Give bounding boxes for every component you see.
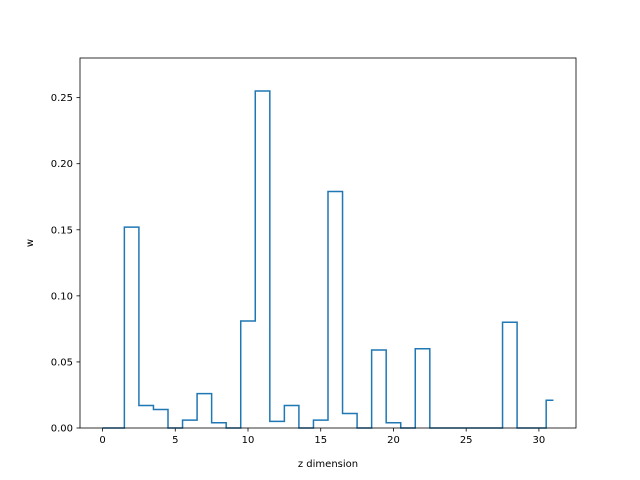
x-tick-label: 15 [314,435,327,446]
x-tick-label: 25 [460,435,473,446]
plot-frame [79,57,577,429]
y-tick-label: 0.15 [51,225,73,236]
x-axis-ticks: 0 5 10 15 20 25 30 [99,428,545,446]
y-tick-label: 0.05 [51,357,73,368]
y-axis-label: w [25,239,36,247]
x-tick-label: 30 [533,435,546,446]
x-tick-label: 0 [99,435,105,446]
x-tick-label: 5 [172,435,178,446]
y-tick-label: 0.10 [51,291,73,302]
x-tick-label: 10 [242,435,255,446]
y-tick-label: 0.25 [51,93,73,104]
x-tick-label: 20 [387,435,400,446]
y-tick-label: 0.00 [51,424,73,435]
y-axis-ticks: 0.00 0.05 0.10 0.15 0.20 0.25 [51,93,80,435]
x-axis-label: z dimension [298,459,358,470]
y-tick-label: 0.20 [51,159,73,170]
